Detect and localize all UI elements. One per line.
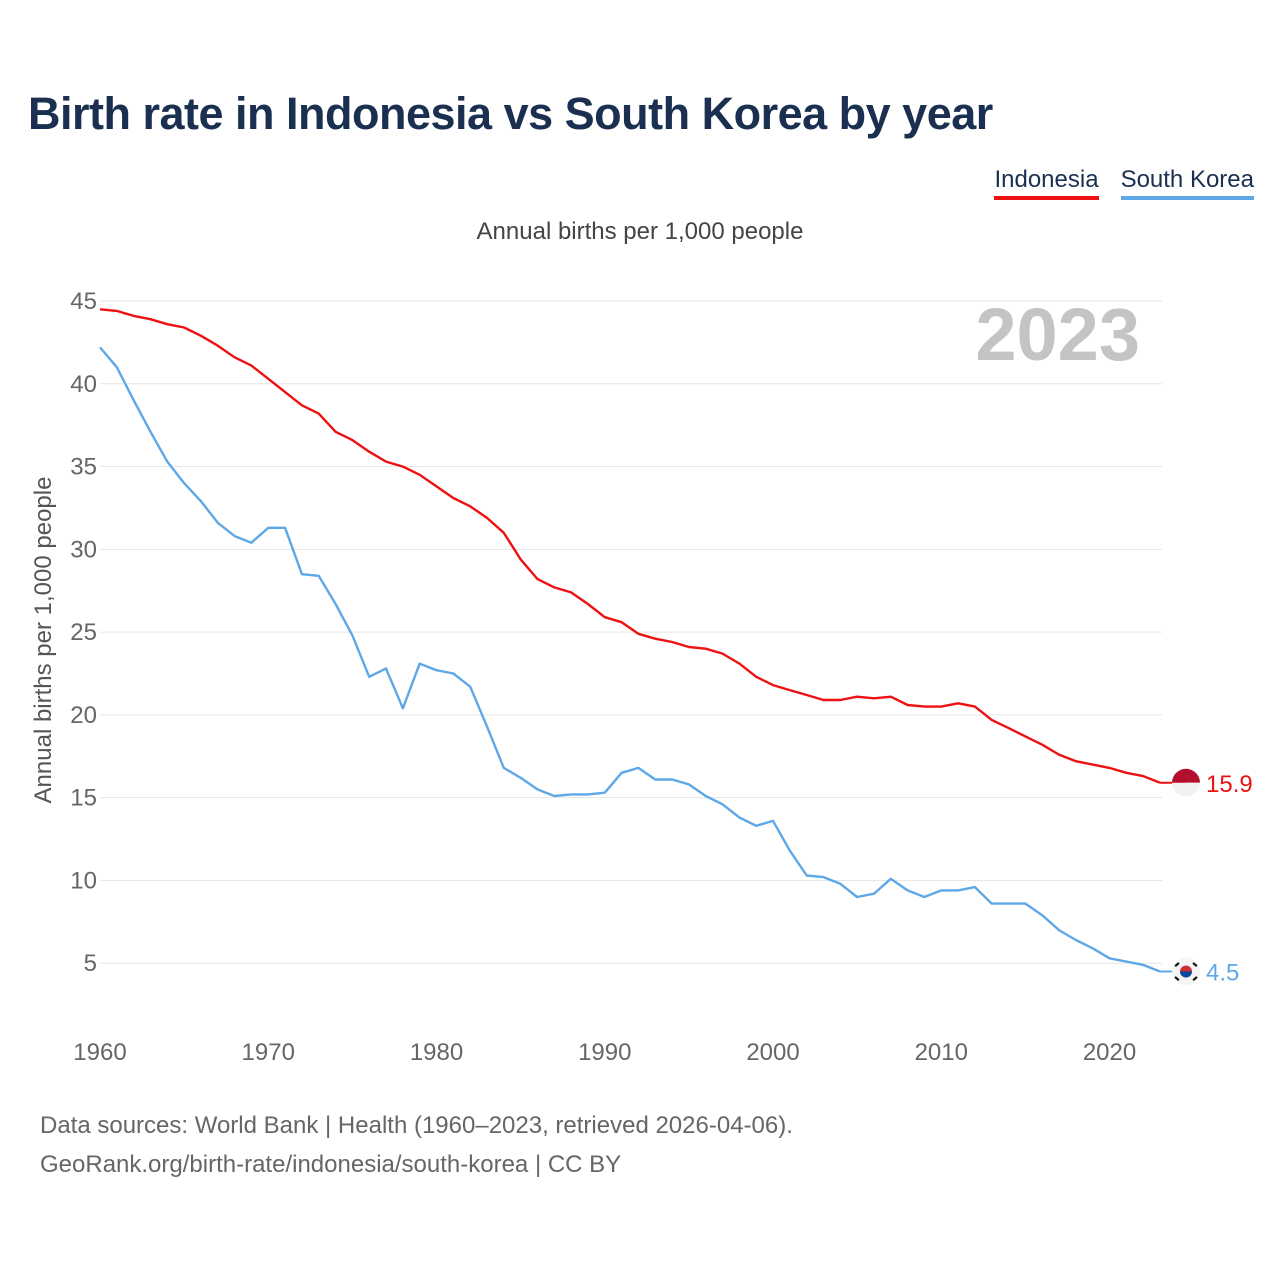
legend-item-south-korea[interactable]: South Korea: [1120, 166, 1254, 200]
x-tick-label: 1970: [242, 1039, 295, 1066]
y-tick-label: 15: [70, 785, 97, 812]
chart-subtitle: Annual births per 1,000 people: [476, 218, 804, 245]
y-tick-label: 10: [70, 867, 97, 894]
y-tick-label: 20: [70, 702, 97, 729]
y-axis-label: Annual births per 1,000 people: [30, 477, 57, 804]
x-axis: 1960 1970 1980 1990 2000 2010 2020: [73, 1039, 1136, 1066]
x-tick-label: 2010: [915, 1039, 968, 1066]
series-line-south-korea[interactable]: [99, 346, 1161, 973]
legend: Indonesia South Korea: [994, 166, 1254, 200]
y-tick-label: 45: [70, 288, 97, 315]
y-tick-label: 5: [84, 950, 97, 977]
south-korea-flag-icon: [1172, 957, 1200, 986]
data-source-note: Data sources: World Bank | Health (1960–…: [40, 1112, 793, 1139]
x-tick-label: 2000: [746, 1039, 799, 1066]
footer: Data sources: World Bank | Health (1960–…: [40, 1106, 793, 1184]
y-tick-label: 30: [70, 536, 97, 563]
x-tick-label: 1980: [410, 1039, 463, 1066]
y-axis: 5 10 15 20 25 30 35 40 45: [70, 288, 97, 977]
year-watermark: 2023: [975, 293, 1140, 376]
y-tick-label: 25: [70, 619, 97, 646]
series-line-indonesia[interactable]: [99, 308, 1161, 784]
x-tick-label: 2020: [1083, 1039, 1136, 1066]
x-tick-label: 1960: [73, 1039, 126, 1066]
x-tick-label: 1990: [578, 1039, 631, 1066]
legend-item-indonesia[interactable]: Indonesia: [994, 166, 1099, 200]
source-url[interactable]: GeoRank.org/birth-rate/indonesia/south-k…: [40, 1151, 622, 1178]
end-value-label-indonesia: 15.9: [1206, 771, 1253, 798]
gridlines: [100, 300, 1162, 964]
indonesia-flag-icon: [1172, 768, 1200, 797]
y-tick-label: 40: [70, 371, 97, 398]
y-tick-label: 35: [70, 454, 97, 481]
end-value-label-south-korea: 4.5: [1206, 960, 1239, 987]
chart-title: Birth rate in Indonesia vs South Korea b…: [28, 88, 993, 139]
